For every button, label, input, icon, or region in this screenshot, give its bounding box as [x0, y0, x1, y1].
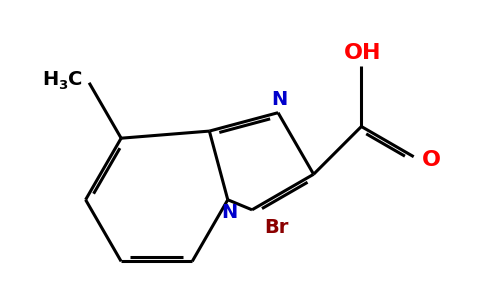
Text: O: O	[422, 150, 441, 170]
Text: N: N	[221, 203, 237, 222]
Text: H: H	[42, 70, 58, 89]
Text: 3: 3	[58, 79, 67, 92]
Text: C: C	[68, 70, 82, 89]
Text: Br: Br	[265, 218, 289, 237]
Text: N: N	[272, 90, 287, 110]
Text: OH: OH	[344, 43, 381, 63]
